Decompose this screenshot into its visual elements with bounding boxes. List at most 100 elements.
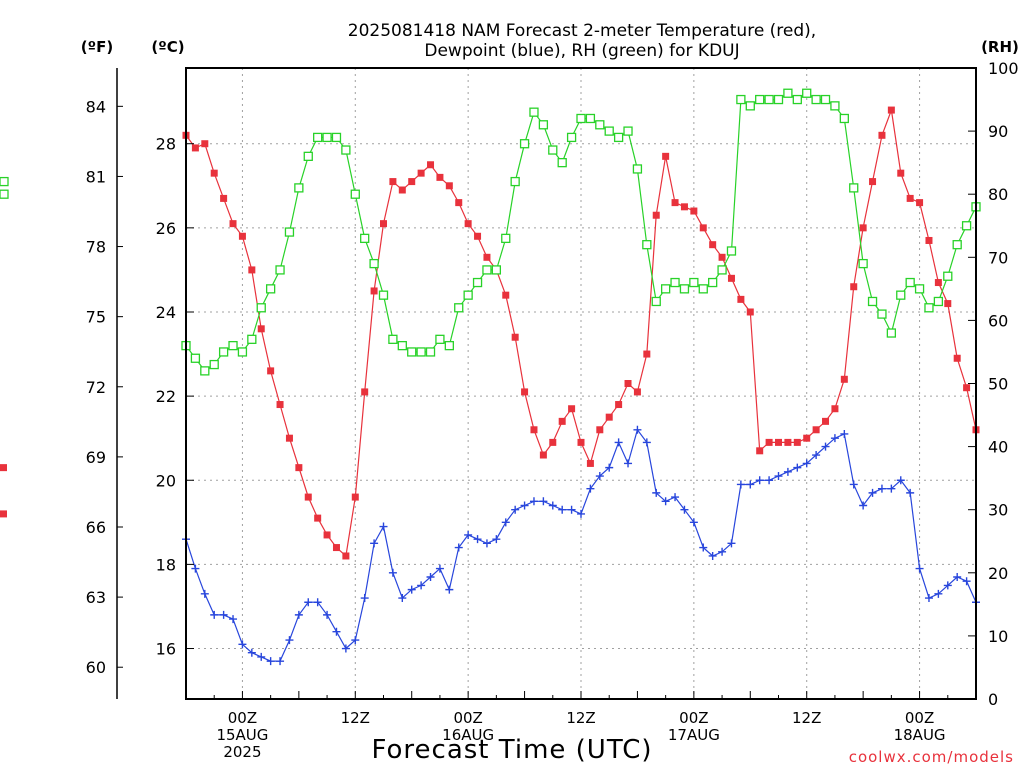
dewpoint-point (464, 530, 473, 539)
rh-tick-label: 40 (988, 438, 1008, 457)
x-tick-label: 15AUG (216, 726, 268, 744)
rh-point (501, 233, 511, 244)
dewpoint-point (765, 476, 774, 485)
rh-point (425, 347, 436, 357)
dewpoint-point (595, 472, 604, 481)
rh-point (0, 189, 9, 199)
temperature-point (586, 459, 594, 467)
rh-point (867, 296, 878, 307)
rh-point (265, 284, 276, 294)
dewpoint-point (229, 615, 238, 624)
temperature-point (840, 375, 848, 383)
temperature-point (803, 434, 811, 442)
rh-point (519, 139, 530, 149)
rh-point (360, 233, 370, 244)
temperature-point (398, 186, 406, 194)
temperature-point (238, 232, 246, 240)
rh-point (585, 113, 596, 124)
rh-point (435, 334, 445, 344)
dewpoint-point (727, 539, 736, 548)
rh-point (0, 176, 9, 187)
temperature-point (370, 287, 378, 295)
temperature-point (314, 514, 322, 522)
temperature-point (577, 438, 585, 446)
dewpoint-point (671, 493, 680, 502)
dewpoint-point (736, 480, 745, 489)
rh-point (689, 277, 699, 288)
temperature-point (925, 236, 933, 244)
dewpoint-point (257, 652, 266, 661)
dewpoint-point (774, 472, 783, 481)
rh-point (491, 265, 502, 275)
rh-point (190, 353, 201, 363)
rh-point (397, 340, 407, 351)
temperature-point (633, 388, 641, 396)
dewpoint-point (953, 573, 962, 582)
dewpoint-point (407, 585, 416, 594)
temperature-point (511, 333, 519, 341)
temperature-point (605, 413, 613, 421)
dewpoint-point (661, 497, 670, 506)
temperature-point (652, 211, 660, 219)
temperature-point (690, 207, 698, 215)
temperature-point (709, 241, 717, 249)
dewpoint-point (793, 463, 802, 472)
rh-point (632, 164, 643, 174)
dewpoint-point (699, 543, 708, 552)
x-tick-label: 17AUG (668, 726, 720, 744)
x-tick-label: 00Z (453, 709, 482, 727)
dewpoint-point (294, 610, 303, 619)
rh-point (331, 132, 342, 143)
rh-point (736, 94, 746, 105)
x-tick-label: 2025 (223, 743, 261, 761)
temperature-point (680, 203, 688, 211)
rh-point (830, 101, 840, 111)
rh-point (538, 120, 549, 130)
temperature-point (408, 178, 416, 186)
rh-point (698, 284, 708, 294)
temperature-point (248, 266, 256, 274)
rh-point (604, 126, 614, 136)
dewpoint-point (445, 585, 454, 594)
rh-tick-label: 20 (988, 564, 1008, 583)
rh-point (378, 290, 389, 300)
temperature-point (210, 169, 218, 177)
fahrenheit-tick-label: 69 (86, 448, 106, 467)
celsius-tick-label: 26 (156, 219, 176, 238)
temperature-point (276, 401, 284, 409)
dewpoint-point (755, 476, 764, 485)
rh-point (313, 132, 323, 143)
rh-point (218, 347, 229, 357)
temperature-point (332, 544, 340, 552)
credit-text: coolwx.com/models (849, 748, 1014, 766)
rh-tick-label: 80 (988, 185, 1008, 204)
fahrenheit-tick-label: 60 (86, 658, 106, 677)
rh-point (914, 284, 925, 294)
rh-point (303, 151, 313, 161)
dewpoint-point (906, 488, 915, 497)
rh-point (792, 94, 802, 105)
rh-point (961, 221, 972, 231)
dewpoint-point (812, 451, 821, 460)
dewpoint-point (398, 594, 407, 603)
rh-point (275, 265, 285, 275)
temperature-point (963, 384, 971, 392)
rh-point (388, 334, 398, 344)
temperature-point (455, 199, 463, 207)
chart-title-line-2: Dewpoint (blue), RH (green) for KDUJ (424, 41, 739, 61)
dewpoint-point (680, 505, 689, 514)
rh-point (557, 157, 567, 168)
temperature-point (699, 224, 707, 232)
dewpoint-point (238, 640, 247, 649)
rh-point (200, 366, 210, 376)
temperature-point (295, 464, 303, 472)
temperature-point (671, 199, 679, 207)
dewpoint-point (802, 459, 811, 468)
dewpoint-point (708, 551, 717, 560)
temperature-point (220, 194, 228, 202)
fahrenheit-tick-label: 84 (86, 97, 106, 116)
fahrenheit-unit-label: (ºF) (81, 38, 113, 56)
dewpoint-point (351, 636, 360, 645)
rh-point (745, 101, 755, 111)
